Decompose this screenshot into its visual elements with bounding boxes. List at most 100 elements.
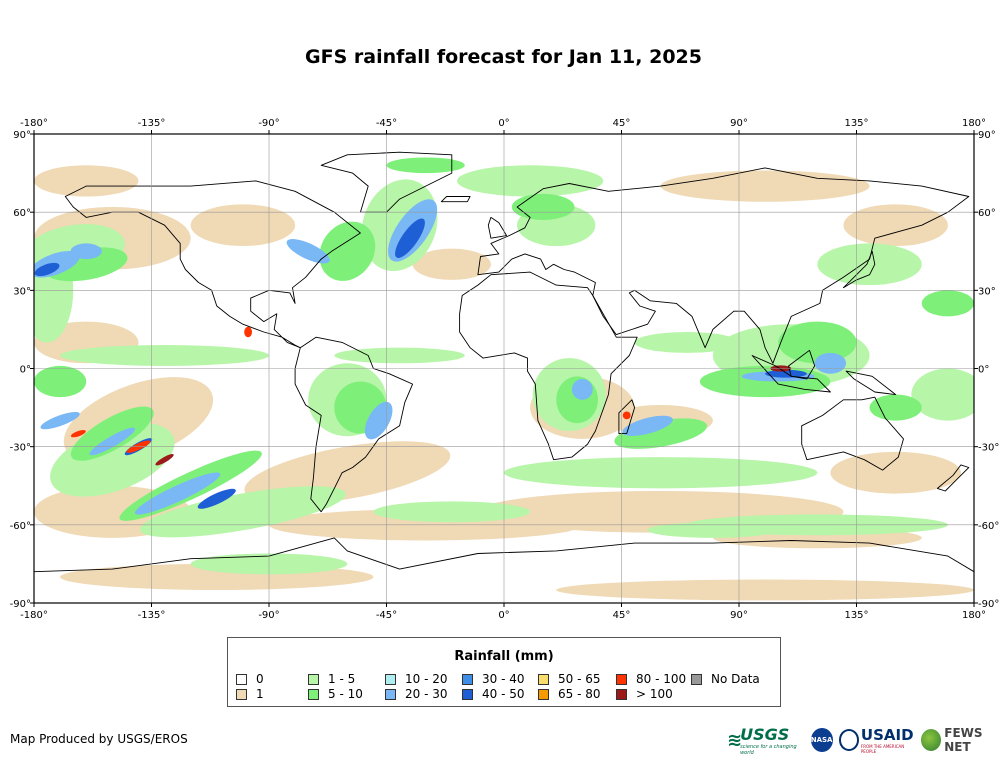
rain-cell xyxy=(911,368,974,421)
legend-label: 5 - 10 xyxy=(328,687,363,701)
legend-swatch xyxy=(691,673,702,685)
axis-ticks: -180° -180° -135° -135° -90° -90° -45° -45° 0° 0°… xyxy=(10,118,1000,621)
rain-cell xyxy=(699,365,831,398)
landmass-indonesia xyxy=(751,355,831,393)
rain-cell xyxy=(364,401,393,440)
rain-cell xyxy=(34,365,87,398)
lon-tick-bottom: -45° xyxy=(376,610,397,621)
lat-tick-right: 30° xyxy=(978,286,996,297)
lat-tick-left: 90° xyxy=(13,130,31,141)
lat-tick-left: 0° xyxy=(20,365,31,376)
landmass-japan xyxy=(842,250,876,289)
rain-cell xyxy=(70,406,154,461)
legend-label: 0 xyxy=(256,672,264,686)
legend-item: 10 - 20 xyxy=(385,672,448,686)
rain-cell xyxy=(869,394,922,421)
legend-label: 80 - 100 xyxy=(636,672,687,686)
rain-cell xyxy=(556,579,974,601)
lon-tick-bottom: 0° xyxy=(498,610,509,621)
rain-cell xyxy=(286,239,330,264)
lon-tick-top: -45° xyxy=(376,118,397,129)
landmass-borneo xyxy=(788,349,816,380)
rain-cell xyxy=(89,427,136,456)
rain-cell xyxy=(843,204,948,247)
lon-tick-bottom: -90° xyxy=(258,610,279,621)
rain-cell xyxy=(778,321,857,364)
legend-item: No Data xyxy=(691,672,760,686)
rain-cell xyxy=(647,522,779,538)
legend-label: 65 - 80 xyxy=(558,687,601,701)
landmass-antarctica xyxy=(34,537,974,603)
lon-tick-top: 90° xyxy=(730,118,748,129)
lat-tick-left: -60° xyxy=(10,521,31,532)
country-boundaries xyxy=(34,151,974,603)
legend-label: 40 - 50 xyxy=(482,687,525,701)
map-area: -180° -180° -135° -135° -90° -90° -45° -45° 0° 0°… xyxy=(10,118,1000,621)
lon-tick-top: 45° xyxy=(613,118,631,129)
legend-label: 1 xyxy=(256,687,264,701)
lon-tick-top: -135° xyxy=(138,118,166,129)
lon-tick-top: 180° xyxy=(962,118,986,129)
lon-tick-top: -180° xyxy=(20,118,48,129)
rain-cell xyxy=(60,345,269,366)
legend-swatch xyxy=(385,688,396,700)
lon-tick-bottom: -135° xyxy=(138,610,166,621)
rain-cell xyxy=(921,290,974,317)
lat-tick-right: -30° xyxy=(978,443,999,454)
map-title: GFS rainfall forecast for Jan 11, 2025 xyxy=(305,46,702,68)
rain-cell xyxy=(622,411,631,420)
landmass-iceland xyxy=(440,196,471,203)
landmass-new-guinea xyxy=(845,370,897,396)
lat-tick-right: -90° xyxy=(978,599,999,610)
rain-cell xyxy=(155,454,174,466)
landmass-north-america xyxy=(64,180,361,349)
rain-cell xyxy=(571,378,593,400)
legend-item: 5 - 10 xyxy=(308,687,363,701)
legend-swatch xyxy=(538,673,549,685)
legend-item: 80 - 100 xyxy=(616,672,686,686)
landmass-greenland xyxy=(320,151,453,213)
logo-strip: ≋ USGS science for a changing world NASA… xyxy=(727,725,1007,756)
rain-cell xyxy=(504,457,818,489)
landmass-africa xyxy=(459,271,638,461)
lon-tick-top: 0° xyxy=(498,118,509,129)
legend-title: Rainfall (mm) xyxy=(454,649,554,664)
legend-item: 1 - 5 xyxy=(308,672,355,686)
globe-icon xyxy=(921,729,942,751)
legend-swatch xyxy=(616,688,627,700)
landmass-madagascar xyxy=(618,399,636,435)
graticule xyxy=(34,134,974,603)
usaid-logo: USAID FROM THE AMERICAN PEOPLE xyxy=(838,726,916,754)
lon-tick-bottom: 135° xyxy=(844,610,868,621)
rain-cell xyxy=(511,193,575,220)
legend-swatch xyxy=(462,688,473,700)
rain-cell xyxy=(412,248,491,280)
rain-cell xyxy=(244,326,253,338)
rain-cell xyxy=(456,165,604,197)
lon-tick-bottom: 90° xyxy=(730,610,748,621)
usaid-seal-icon xyxy=(838,729,859,751)
rain-cell xyxy=(373,501,531,523)
rain-cell xyxy=(319,221,376,281)
rain-cell xyxy=(70,243,102,260)
rain-cell xyxy=(34,262,60,277)
landmass-south-america xyxy=(294,336,414,513)
rain-cell xyxy=(817,243,922,286)
lat-tick-right: 90° xyxy=(978,130,996,141)
credit-text: Map Produced by USGS/EROS xyxy=(10,732,188,746)
rain-cell xyxy=(660,170,870,202)
landmass-eurasia xyxy=(477,167,970,364)
rain-cell xyxy=(34,165,139,197)
legend-swatch xyxy=(462,673,473,685)
rain-cell xyxy=(70,430,86,438)
rain-cell xyxy=(765,369,807,378)
legend-item: 30 - 40 xyxy=(462,672,525,686)
legend-item: 0 xyxy=(236,672,264,686)
rainfall-map: -180° -180° -135° -135° -90° -90° -45° -45° 0° 0°… xyxy=(10,118,1000,621)
rain-cell xyxy=(197,488,236,509)
legend-label: 10 - 20 xyxy=(405,672,448,686)
lat-tick-left: 30° xyxy=(13,286,31,297)
rain-cell xyxy=(634,332,739,353)
rain-cell xyxy=(334,347,465,364)
